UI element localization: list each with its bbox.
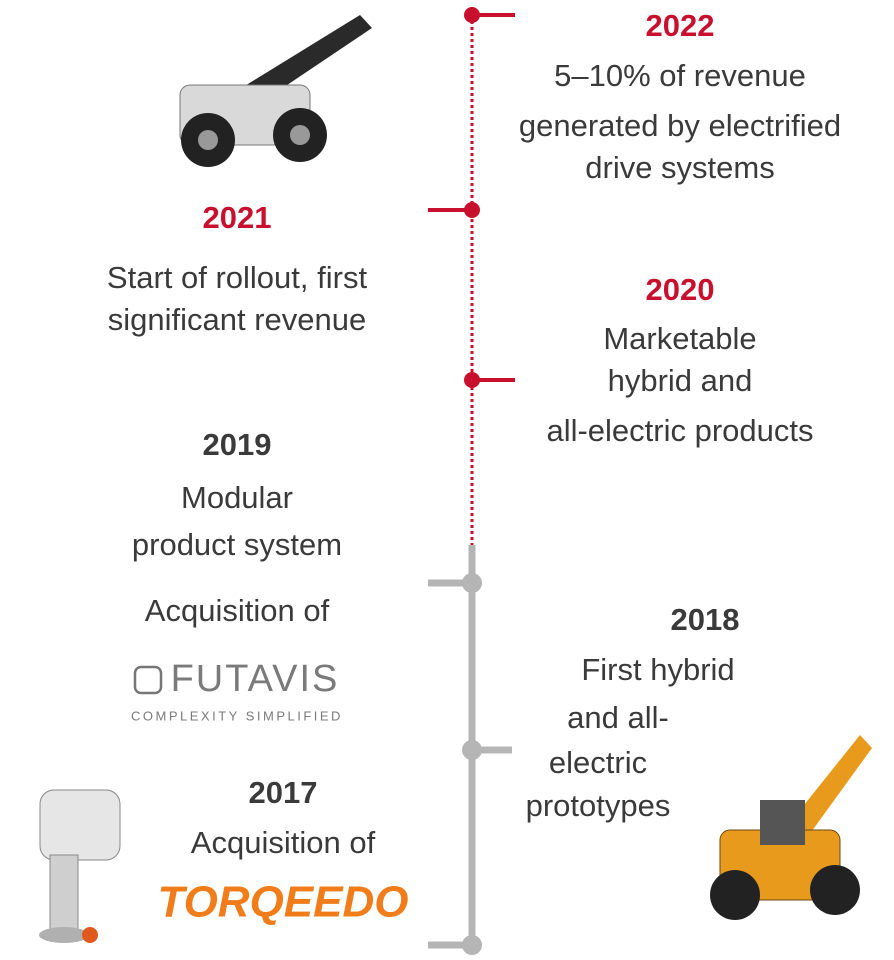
year: 2022: [646, 8, 715, 43]
telehandler-orange: [710, 735, 872, 920]
event-text: Start of rollout, first: [107, 260, 368, 295]
event-text: generated by electrified: [519, 108, 841, 143]
year: 2018: [671, 602, 740, 637]
event-text: and all-: [567, 700, 669, 735]
outboard-motor: [39, 790, 120, 943]
event-text: hybrid and: [608, 363, 753, 398]
page: 2022 5–10% of revenue generated by elect…: [0, 0, 894, 960]
event-text: all-electric products: [546, 413, 813, 448]
torqeedo-logo: TORQEEDO: [157, 878, 408, 927]
event-text: 5–10% of revenue: [554, 58, 806, 93]
event-text: Acquisition of: [145, 593, 330, 628]
year: 2020: [646, 272, 715, 307]
event-text: Acquisition of: [191, 825, 376, 860]
event-text: product system: [132, 527, 342, 562]
event-text: drive systems: [585, 150, 774, 185]
event-text: First hybrid: [581, 652, 734, 687]
event-text: Modular: [181, 480, 293, 515]
year: 2019: [203, 427, 272, 462]
event-text: Marketable: [603, 321, 756, 356]
futavis-logo: FUTAVIS: [171, 658, 340, 700]
year: 2017: [249, 775, 318, 810]
futavis-icon: [135, 667, 161, 693]
year: 2021: [203, 200, 272, 235]
telehandler-grey: [180, 15, 372, 167]
event-text: significant revenue: [108, 302, 367, 337]
timeline: 2022 5–10% of revenue generated by elect…: [0, 0, 894, 960]
futavis-tagline: COMPLEXITY SIMPLIFIED: [131, 708, 343, 723]
event-text: prototypes: [526, 788, 671, 823]
event-text: electric: [549, 745, 647, 780]
